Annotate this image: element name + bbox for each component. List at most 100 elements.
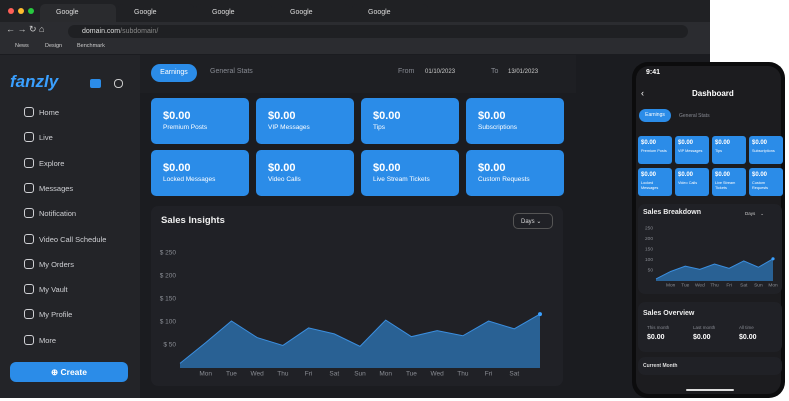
- menu-item[interactable]: Home: [39, 108, 60, 117]
- nav-icons[interactable]: ← → ↻ ⌂: [6, 24, 45, 34]
- overview-value: $0.00: [693, 334, 711, 341]
- current-month: Current Month: [643, 363, 678, 369]
- card-label: Tips: [373, 124, 386, 131]
- card-label: Subscriptions: [478, 124, 518, 131]
- stat-card[interactable]: [256, 150, 354, 196]
- x-tick-label: Thu: [457, 371, 469, 378]
- stat-card[interactable]: [256, 98, 354, 144]
- x-tick-label: Wed: [251, 371, 265, 378]
- menu-icon: [24, 258, 34, 269]
- bookmark[interactable]: News: [15, 43, 29, 49]
- card-value: $0.00: [163, 162, 191, 174]
- stat-card[interactable]: [466, 98, 564, 144]
- y-tick-label: 100: [645, 257, 653, 263]
- phone-tab-general[interactable]: General Stats: [679, 113, 710, 119]
- x-tick-label: Tue: [681, 283, 689, 289]
- x-tick-label: Fri: [305, 371, 313, 378]
- url-field[interactable]: domain.com/subdomain/: [68, 25, 688, 38]
- menu-item[interactable]: Explore: [39, 158, 65, 168]
- close-dot[interactable]: [8, 8, 14, 14]
- browser-tab[interactable]: Google: [352, 4, 428, 22]
- menu-item[interactable]: Notification: [39, 209, 77, 219]
- phone-card[interactable]: [712, 136, 746, 164]
- menu-item[interactable]: My Profile: [39, 310, 73, 320]
- browser-tab[interactable]: Google: [40, 4, 116, 22]
- x-tick-label: Sun: [354, 371, 366, 378]
- phone-card[interactable]: [749, 136, 783, 164]
- phone-card-value: $0.00: [752, 172, 768, 178]
- card-label: Custom Requests: [478, 176, 530, 183]
- max-dot[interactable]: [28, 8, 34, 14]
- menu-icon: [24, 182, 34, 193]
- browser-tab[interactable]: Google: [118, 4, 194, 22]
- days-dropdown[interactable]: Days ⌄: [513, 213, 553, 229]
- overview-value: $0.00: [647, 334, 665, 341]
- stat-card[interactable]: [151, 98, 249, 144]
- menu-icon: [24, 208, 34, 219]
- menu-item[interactable]: Video Call Schedule: [39, 234, 107, 244]
- phone-card-label: Live Stream Tickets: [715, 181, 736, 190]
- tab-earnings[interactable]: Earnings: [151, 64, 197, 82]
- bookmark[interactable]: Benchmark: [77, 43, 105, 49]
- sidebar: [0, 55, 140, 398]
- y-tick-label: 150: [645, 247, 653, 253]
- stat-card[interactable]: [361, 98, 459, 144]
- phone-title: Dashboard: [692, 89, 734, 98]
- phone-card[interactable]: [638, 136, 672, 164]
- phone-card[interactable]: [675, 136, 709, 164]
- phone-tab-earnings[interactable]: Earnings: [639, 109, 671, 122]
- phone-card[interactable]: [638, 168, 672, 196]
- to-date[interactable]: 13/01/2023: [508, 69, 539, 75]
- browser-tab[interactable]: Google: [274, 4, 350, 22]
- phone-card[interactable]: [749, 168, 783, 196]
- phone-card-label: Video Calls: [678, 181, 698, 185]
- stat-card[interactable]: [361, 150, 459, 196]
- theme-icon[interactable]: [114, 79, 123, 88]
- min-dot[interactable]: [18, 8, 24, 14]
- x-tick-label: Mon: [768, 283, 778, 289]
- phone-days[interactable]: Days ⌄: [745, 211, 765, 216]
- area: [180, 314, 540, 368]
- top-bar: [140, 55, 576, 93]
- browser-tab[interactable]: Google: [196, 4, 272, 22]
- menu-icon: [24, 157, 34, 168]
- bookmark[interactable]: Design: [45, 43, 63, 49]
- menu-item[interactable]: More: [39, 335, 57, 345]
- from-date[interactable]: 01/10/2023: [425, 69, 456, 75]
- x-tick-label: Mon: [666, 283, 676, 289]
- menu-icon: [24, 309, 34, 320]
- phone-card-value: $0.00: [678, 172, 694, 178]
- phone-card-label: VIP Messages: [678, 149, 703, 153]
- phone-days-label: Days: [745, 211, 756, 216]
- phone-card-value: $0.00: [641, 140, 657, 146]
- card-value: $0.00: [478, 110, 506, 122]
- y-tick-label: $ 200: [160, 273, 177, 280]
- menu-item[interactable]: My Vault: [39, 285, 68, 295]
- phone-card[interactable]: [712, 168, 746, 196]
- phone-card-label: Subscriptions: [752, 149, 775, 153]
- menu-item[interactable]: Messages: [39, 183, 74, 193]
- url-host: domain.com: [82, 28, 121, 35]
- wallet-icon[interactable]: [90, 79, 101, 88]
- current-month-row[interactable]: [638, 357, 782, 375]
- overview-label: All time: [739, 325, 754, 330]
- tab-general[interactable]: General Stats: [210, 68, 253, 75]
- breakdown-title: Sales Breakdown: [643, 209, 701, 216]
- y-tick-label: $ 100: [160, 319, 177, 326]
- menu-item[interactable]: Live: [39, 133, 53, 143]
- y-tick-label: 250: [645, 225, 653, 231]
- stat-card[interactable]: [466, 150, 564, 196]
- phone-card-value: $0.00: [715, 140, 731, 146]
- logo[interactable]: fanzly: [10, 72, 59, 91]
- stat-card[interactable]: [151, 150, 249, 196]
- phone-card[interactable]: [675, 168, 709, 196]
- end-dot: [771, 257, 775, 261]
- create-button[interactable]: ⊕ Create: [10, 362, 128, 382]
- line: [179, 313, 541, 364]
- x-tick-label: Fri: [485, 371, 493, 378]
- phone-back[interactable]: ‹: [641, 88, 644, 98]
- card-value: $0.00: [163, 110, 191, 122]
- menu-item[interactable]: My Orders: [39, 259, 75, 269]
- card-value: $0.00: [268, 162, 296, 174]
